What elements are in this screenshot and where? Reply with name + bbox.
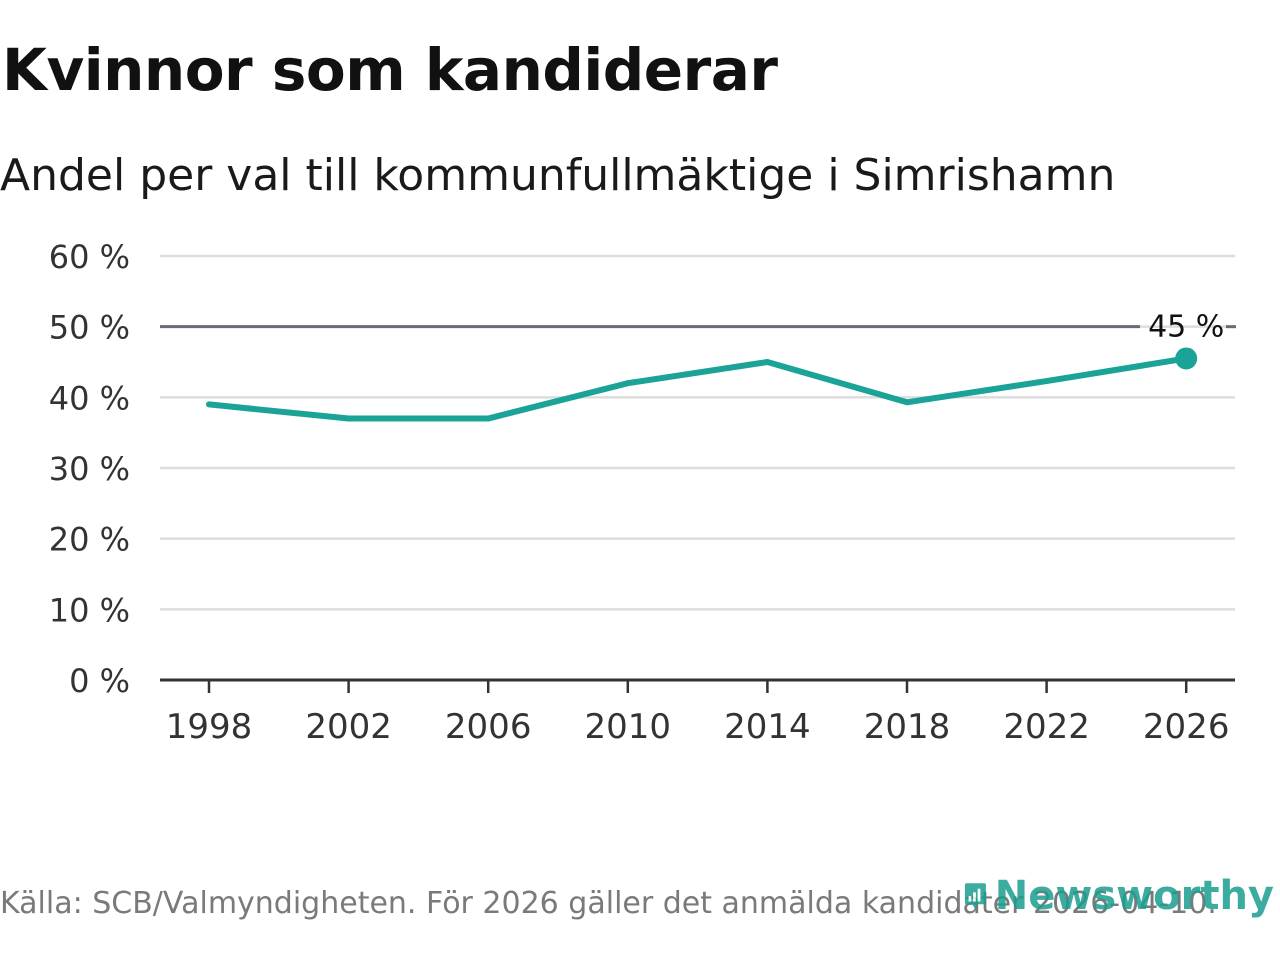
y-tick-label: 30 % (49, 450, 130, 488)
last-point-marker (1175, 347, 1198, 370)
chart-subtitle: Andel per val till kommunfullmäktige i S… (0, 150, 1116, 201)
series-group (206, 347, 1198, 422)
y-tick-label: 50 % (49, 309, 130, 347)
data-labels: 45 % (1148, 309, 1224, 344)
gridlines (160, 254, 1235, 611)
x-tick-label: 2006 (445, 707, 532, 747)
x-axis-labels: 1998 2002 2006 2010 2014 2018 2022 2026 (166, 707, 1230, 747)
bar-chart-icon (964, 883, 986, 909)
x-tick-label: 2018 (864, 707, 951, 747)
x-tick-label: 2002 (305, 707, 392, 747)
series-line (206, 355, 1190, 422)
x-axis (160, 678, 1235, 693)
chart-title: Kvinnor som kandiderar (2, 36, 778, 104)
x-tick-label: 2022 (1003, 707, 1090, 747)
y-tick-label: 20 % (49, 521, 130, 559)
y-tick-label: 60 % (49, 238, 130, 276)
y-tick-label: 10 % (49, 591, 130, 629)
x-tick-label: 2026 (1143, 707, 1230, 747)
newsworthy-logo[interactable]: Newsworthy (964, 866, 1274, 926)
y-axis-labels: 0 % 10 % 20 % 30 % 40 % 50 % 60 % (49, 238, 130, 700)
end-value-label: 45 % (1148, 309, 1224, 344)
y-tick-label: 0 % (69, 662, 130, 700)
source-note: Källa: SCB/Valmyndigheten. För 2026 gäll… (0, 886, 1217, 921)
logo-text: Newsworthy (994, 873, 1274, 919)
x-tick-label: 2014 (724, 707, 811, 747)
x-tick-label: 1998 (166, 707, 253, 747)
y-tick-label: 40 % (49, 379, 130, 417)
x-tick-label: 2010 (585, 707, 672, 747)
